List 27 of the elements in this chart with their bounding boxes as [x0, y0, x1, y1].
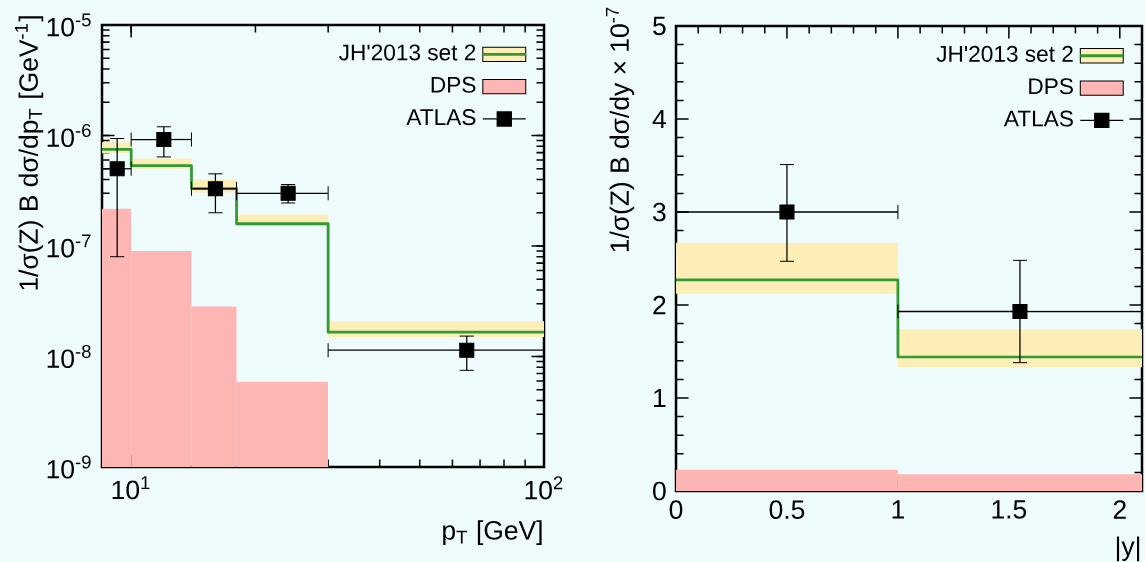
x-tick-label: 1	[892, 500, 904, 519]
y-tick-label: 5	[653, 16, 666, 36]
y-tick-label: 3	[653, 202, 666, 222]
legend-label: ATLAS	[1003, 110, 1073, 127]
legend-label: DPS	[431, 76, 476, 93]
x-tick-label: 10$^{2}$	[525, 476, 563, 500]
y-tick-label: 10$^{-9}$	[47, 455, 91, 479]
y-tick-label: 10$^{-8}$	[47, 344, 91, 369]
y-tick-label: 2	[653, 295, 666, 315]
legend-label: DPS	[1029, 78, 1073, 95]
x-tick-label: 2	[1113, 500, 1126, 519]
x-tick-label: 10$^{1}$	[112, 476, 150, 500]
x-tick-label: 0.5	[769, 500, 805, 520]
y-tick-label: 4	[652, 109, 666, 129]
y-axis-title: 1/σ(Z) B dσ/dy × 10$^{-7}$	[605, 7, 635, 252]
y-axis-title: 1/σ(Z) B dσ/dp$_{T}$ [GeV$^{-1}$]	[14, 16, 44, 290]
y-tick-label: 10$^{-7}$	[47, 234, 91, 258]
y-tick-label: 10$^{-5}$	[47, 13, 91, 37]
legend-label: ATLAS	[406, 109, 476, 126]
y-tick-label: 10$^{-6}$	[47, 123, 91, 148]
x-axis-title: p$_{T}$ [GeV]	[443, 520, 542, 545]
x-axis-title: |y|	[1116, 536, 1140, 562]
x-tick-label: 1.5	[992, 500, 1027, 519]
legend-label: JH'2013 set 2	[936, 45, 1073, 62]
y-tick-label: 1	[654, 388, 666, 408]
x-tick-label: 0	[669, 500, 683, 520]
legend-label: JH'2013 set 2	[339, 44, 476, 61]
